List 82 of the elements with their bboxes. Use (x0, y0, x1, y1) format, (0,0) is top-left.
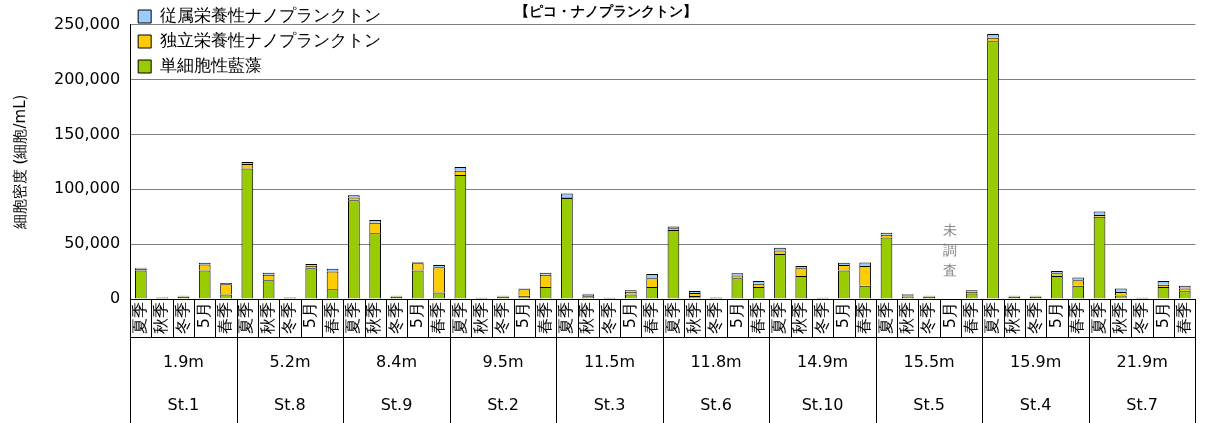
x-tick-label: 秋季 (1110, 302, 1129, 334)
y-tick-label: 50,000 (64, 233, 121, 253)
x-tick-label: 冬季 (172, 302, 192, 334)
y-tick-label: 150,000 (53, 123, 121, 143)
x-tick-label: 5月 (1046, 302, 1066, 329)
text: St.2 (487, 394, 519, 414)
y-tick-label: 200,000 (53, 68, 121, 88)
y-axis-title: 細胞密度 (細胞/mL) (10, 94, 29, 231)
x-tick-label: 5月 (406, 302, 426, 329)
text: 1.9m (162, 351, 204, 371)
x-tick-label: 春季 (641, 302, 661, 334)
x-tick-label: 夏季 (875, 302, 895, 334)
text: St.10 (801, 394, 844, 414)
x-tick-label: 春季 (534, 302, 554, 334)
text: St.3 (593, 394, 626, 414)
x-tick-label: 夏季 (129, 302, 149, 334)
legend-label: 単細胞性藍藻 (159, 54, 262, 75)
y-tick-label: 0 (109, 288, 121, 308)
x-tick-label: 5月 (300, 302, 320, 329)
text: St.8 (274, 394, 306, 414)
legend-label: 従属栄養性ナノプランクトン (159, 4, 381, 25)
x-tick-label: 春季 (747, 302, 767, 334)
x-tick-label: 春季 (428, 302, 448, 334)
text: 11.5m (583, 351, 636, 371)
x-tick-label: 夏季 (449, 302, 469, 334)
x-tick-label: 夏季 (236, 302, 256, 334)
text: St.4 (1019, 394, 1052, 414)
text: St.6 (700, 394, 732, 414)
y-tick-label: 250,000 (53, 13, 121, 33)
annotation: 未調査 (943, 221, 958, 278)
text: St.5 (913, 394, 945, 414)
text: 9.5m (482, 351, 524, 371)
x-tick-label: 春季 (1067, 302, 1087, 334)
x-tick-label: 秋季 (577, 302, 597, 334)
x-tick-label: 秋季 (683, 302, 703, 334)
x-tick-label: 冬季 (385, 302, 405, 334)
text: 15.5m (903, 351, 955, 371)
text: St.7 (1126, 394, 1158, 414)
x-tick-label: 春季 (854, 302, 874, 334)
legend-label: 独立栄養性ナノプランクトン (159, 29, 381, 50)
x-tick-label: 5月 (833, 302, 853, 329)
x-tick-label: 夏季 (769, 302, 789, 334)
x-tick-label: 春季 (321, 302, 341, 334)
x-tick-label: 5月 (1152, 302, 1172, 329)
x-tick-label: 夏季 (982, 302, 1002, 334)
x-tick-label: 秋季 (790, 302, 810, 334)
x-tick-label: 夏季 (662, 302, 682, 334)
x-tick-label: 冬季 (492, 302, 512, 334)
x-tick-label: 秋季 (470, 302, 490, 334)
x-tick-label: 冬季 (1024, 302, 1044, 334)
x-tick-label: 冬季 (705, 302, 725, 334)
x-tick-label: 夏季 (343, 302, 363, 334)
x-tick-label: 5月 (726, 302, 746, 329)
text: 11.8m (690, 351, 742, 371)
text: St.9 (380, 394, 413, 414)
x-tick-label: 5月 (939, 302, 959, 329)
chart-title: 【ピコ・ナノプランクトン】 (514, 3, 697, 20)
x-tick-label: 秋季 (896, 302, 916, 334)
x-tick-label: 春季 (960, 302, 980, 334)
x-tick-label: 秋季 (257, 302, 277, 334)
x-tick-label: 冬季 (1131, 302, 1151, 334)
x-tick-label: 春季 (215, 302, 235, 334)
x-tick-label: 5月 (513, 302, 533, 329)
x-tick-label: 冬季 (598, 302, 618, 334)
text: 8.4m (375, 351, 417, 371)
x-tick-label: 冬季 (918, 302, 938, 334)
text: 5.2m (269, 351, 311, 371)
x-tick-label: 秋季 (364, 302, 384, 334)
x-tick-label: 5月 (193, 302, 213, 329)
x-tick-label: 夏季 (1088, 302, 1108, 334)
x-tick-label: 夏季 (556, 302, 576, 334)
text: 21.9m (1116, 351, 1168, 371)
x-tick-label: 冬季 (279, 302, 299, 334)
x-tick-label: 春季 (1173, 302, 1193, 334)
text: 14.9m (796, 351, 849, 371)
text: 15.9m (1010, 351, 1062, 371)
y-tick-label: 100,000 (53, 178, 121, 198)
x-tick-label: 冬季 (811, 302, 831, 334)
x-tick-label: 5月 (619, 302, 639, 329)
x-tick-label: 秋季 (1003, 302, 1023, 334)
x-tick-label: 秋季 (151, 302, 171, 334)
text: St.1 (167, 394, 200, 414)
